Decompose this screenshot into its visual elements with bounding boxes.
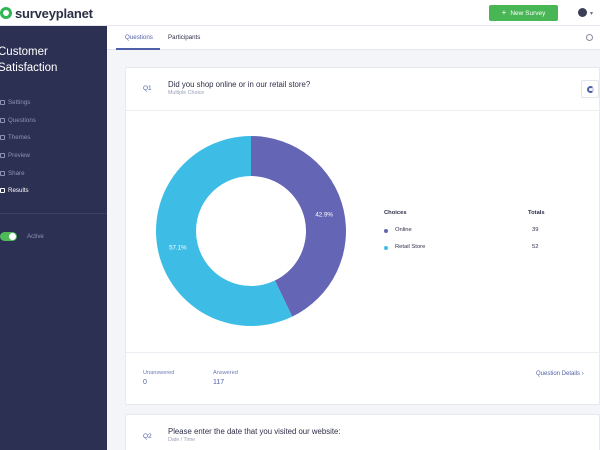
results-donut-chart: 42.9% 57.1%	[156, 136, 346, 326]
link-icon[interactable]	[586, 34, 593, 41]
sidebar-item-preview[interactable]: Preview	[0, 147, 107, 165]
sidebar-item-label: Share	[8, 169, 25, 177]
legend-total: 39	[532, 227, 539, 233]
tab-participants[interactable]: Participants	[168, 34, 201, 41]
question-header: Q1 Did you shop online or in our retail …	[126, 68, 600, 111]
list-icon	[0, 117, 5, 123]
sidebar-item-themes[interactable]: Themes	[0, 129, 107, 147]
palette-icon	[0, 135, 5, 141]
sidebar-item-label: Themes	[8, 134, 31, 142]
new-survey-button[interactable]: + New Survey	[489, 5, 558, 21]
answered-value: 117	[213, 379, 225, 386]
question-type: Date / Time	[168, 437, 196, 443]
active-tab-indicator	[116, 48, 160, 50]
question-details-link[interactable]: Question Details ›	[536, 371, 584, 377]
sidebar-item-results[interactable]: Results	[0, 182, 107, 200]
tab-questions[interactable]: Questions	[125, 34, 153, 41]
active-toggle[interactable]	[0, 232, 17, 241]
sidebar-item-label: Settings	[8, 99, 31, 107]
share-icon	[0, 170, 5, 176]
unanswered-value: 0	[143, 379, 147, 386]
tab-bar: Questions Participants	[107, 26, 600, 50]
legend-item-retail-store: Retail Store 52	[384, 244, 554, 254]
question-title: Please enter the date that you visited o…	[168, 427, 341, 436]
legend-totals-header: Totals	[528, 210, 545, 216]
card-divider	[126, 352, 600, 353]
chevron-right-icon: ›	[581, 371, 584, 377]
legend-label: Retail Store	[395, 244, 426, 250]
legend-dot	[384, 229, 388, 233]
question-type: Multiple Choice	[168, 90, 205, 96]
question-number: Q2	[143, 433, 152, 440]
survey-title: Customer Satisfaction	[0, 46, 58, 74]
question-number: Q1	[143, 85, 152, 92]
chevron-down-icon[interactable]: ▾	[590, 11, 594, 17]
sidebar-divider	[0, 213, 107, 214]
sidebar-item-label: Preview	[8, 152, 31, 160]
donut-slice-label: 57.1%	[169, 245, 187, 252]
sidebar-nav: Settings Questions Themes Preview Share …	[0, 94, 107, 200]
legend-dot	[384, 246, 388, 250]
legend-choices-header: Choices	[384, 210, 407, 216]
unanswered-label: Unanswered	[143, 370, 175, 376]
logo[interactable]: surveyplanet	[0, 5, 93, 21]
top-bar: surveyplanet + New Survey ▾	[0, 0, 600, 26]
sidebar-item-questions[interactable]: Questions	[0, 112, 107, 130]
plus-icon: +	[501, 8, 507, 17]
donut-slice-retail-store[interactable]	[156, 136, 293, 326]
sidebar: Customer Satisfaction Settings Questions…	[0, 26, 107, 450]
eye-icon	[0, 153, 5, 159]
legend-item-online: Online 39	[384, 227, 554, 237]
sidebar-item-share[interactable]: Share	[0, 164, 107, 182]
pie-chart-icon	[587, 86, 594, 93]
chart-type-button[interactable]	[581, 80, 599, 98]
chart-icon	[0, 188, 5, 194]
question-card-q2: Q2 Please enter the date that you visite…	[125, 414, 600, 450]
legend-total: 52	[532, 244, 539, 250]
question-details-label: Question Details	[536, 371, 581, 377]
donut-slice-label: 42.9%	[315, 211, 333, 218]
gear-icon	[0, 100, 5, 106]
active-toggle-label: Active	[27, 233, 44, 240]
user-avatar-icon[interactable]	[578, 8, 587, 17]
sidebar-item-label: Questions	[8, 116, 36, 124]
answered-label: Answered	[213, 370, 238, 376]
sidebar-item-settings[interactable]: Settings	[0, 94, 107, 112]
sidebar-item-label: Results	[8, 187, 29, 195]
planet-logo-icon	[0, 7, 12, 19]
new-survey-label: New Survey	[510, 9, 546, 17]
question-card-q1: Q1 Did you shop online or in our retail …	[125, 67, 600, 405]
logo-text: surveyplanet	[15, 5, 93, 21]
question-title: Did you shop online or in our retail sto…	[168, 80, 311, 89]
donut-slice-online[interactable]	[251, 136, 346, 317]
legend-label: Online	[395, 227, 412, 233]
